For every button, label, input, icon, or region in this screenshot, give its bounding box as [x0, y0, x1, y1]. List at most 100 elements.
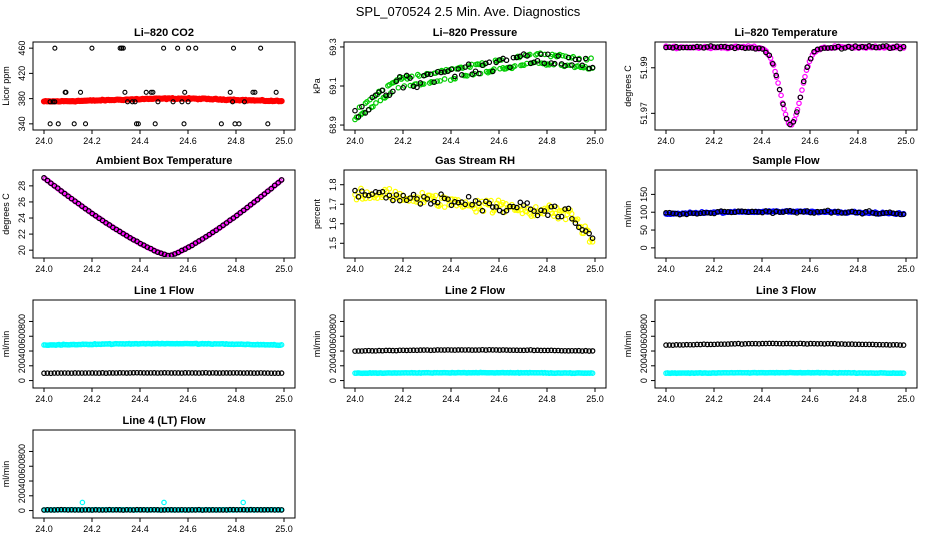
- data-point: [41, 507, 47, 513]
- data-point: [489, 68, 496, 75]
- data-point: [355, 348, 362, 354]
- data-point: [586, 348, 592, 354]
- data-point: [800, 78, 807, 85]
- data-point: [514, 54, 520, 61]
- data-point: [110, 370, 116, 376]
- x-tick-label: 24.8: [849, 136, 867, 146]
- data-point: [797, 208, 804, 215]
- data-point: [161, 45, 167, 51]
- data-point: [576, 347, 582, 354]
- data-point: [778, 92, 784, 99]
- data-point: [500, 347, 506, 353]
- data-point: [386, 92, 393, 98]
- data-point: [790, 208, 797, 215]
- data-point: [365, 106, 372, 113]
- data-point: [538, 347, 544, 354]
- x-tick-label: 24.0: [35, 524, 53, 534]
- series-raw: [41, 506, 285, 513]
- data-point: [520, 347, 527, 354]
- data-point: [181, 121, 187, 127]
- data-point: [196, 370, 202, 376]
- chart-title: Sample Flow: [752, 155, 820, 167]
- data-point: [842, 210, 848, 216]
- y-tick-label: 69.3: [328, 38, 338, 56]
- data-point: [431, 79, 438, 86]
- data-point: [376, 347, 382, 354]
- data-point: [763, 49, 769, 56]
- data-point: [103, 370, 109, 376]
- data-point: [240, 207, 247, 214]
- data-point: [358, 185, 364, 192]
- data-point: [742, 341, 749, 347]
- series-raw: [352, 187, 596, 241]
- data-point: [392, 188, 399, 195]
- data-point: [452, 347, 458, 353]
- data-point: [152, 121, 158, 127]
- data-point: [534, 347, 541, 354]
- data-points: [41, 340, 285, 377]
- data-point: [352, 348, 358, 354]
- data-point: [883, 341, 890, 348]
- data-point: [814, 341, 821, 347]
- data-point: [728, 209, 735, 216]
- data-point: [234, 212, 240, 219]
- data-point: [555, 213, 561, 220]
- data-point: [132, 99, 138, 105]
- data-point: [275, 506, 281, 513]
- data-point: [400, 84, 407, 91]
- data-point: [676, 342, 683, 348]
- y-axis-label: ml/min: [1, 331, 11, 358]
- data-point: [161, 499, 167, 506]
- plot-frame: [654, 41, 918, 131]
- data-point: [265, 121, 271, 127]
- data-point: [551, 60, 558, 67]
- data-point: [783, 340, 790, 347]
- data-point: [441, 204, 448, 210]
- data-point: [585, 227, 591, 234]
- x-tick-label: 25.0: [897, 264, 915, 274]
- data-point: [199, 507, 206, 513]
- data-point: [887, 209, 893, 215]
- data-point: [82, 370, 89, 376]
- data-point: [666, 342, 673, 348]
- data-point: [663, 342, 669, 348]
- data-point: [742, 208, 749, 215]
- data-point: [800, 340, 807, 347]
- data-point: [787, 340, 793, 347]
- x-tick-label: 25.0: [586, 264, 604, 274]
- data-point: [527, 347, 534, 353]
- data-point: [538, 51, 544, 58]
- data-point: [192, 507, 199, 513]
- x-tick-label: 24.6: [179, 264, 197, 274]
- data-point: [776, 209, 783, 215]
- data-point: [880, 210, 886, 216]
- data-point: [268, 185, 275, 192]
- data-point: [251, 370, 257, 376]
- data-point: [186, 45, 192, 51]
- data-point: [240, 499, 247, 506]
- data-point: [143, 89, 149, 95]
- data-point: [852, 341, 859, 348]
- data-point: [825, 45, 831, 51]
- data-point: [258, 45, 264, 51]
- data-point: [251, 506, 257, 513]
- data-point: [680, 210, 687, 217]
- data-point: [113, 507, 120, 513]
- data-point: [676, 211, 683, 218]
- data-point: [517, 199, 524, 206]
- data-point: [725, 208, 731, 215]
- data-points: [41, 175, 285, 257]
- data-point: [552, 210, 559, 217]
- data-point: [414, 347, 420, 354]
- y-tick-label: 800: [17, 314, 27, 329]
- data-point: [403, 72, 410, 79]
- data-point: [196, 506, 202, 513]
- data-point: [448, 202, 455, 209]
- x-tick-label: 24.4: [131, 264, 149, 274]
- data-point: [828, 340, 835, 347]
- data-point: [562, 62, 568, 69]
- data-point: [876, 210, 883, 217]
- data-point: [158, 250, 164, 256]
- x-tick-label: 24.2: [83, 394, 101, 404]
- data-point: [531, 347, 537, 354]
